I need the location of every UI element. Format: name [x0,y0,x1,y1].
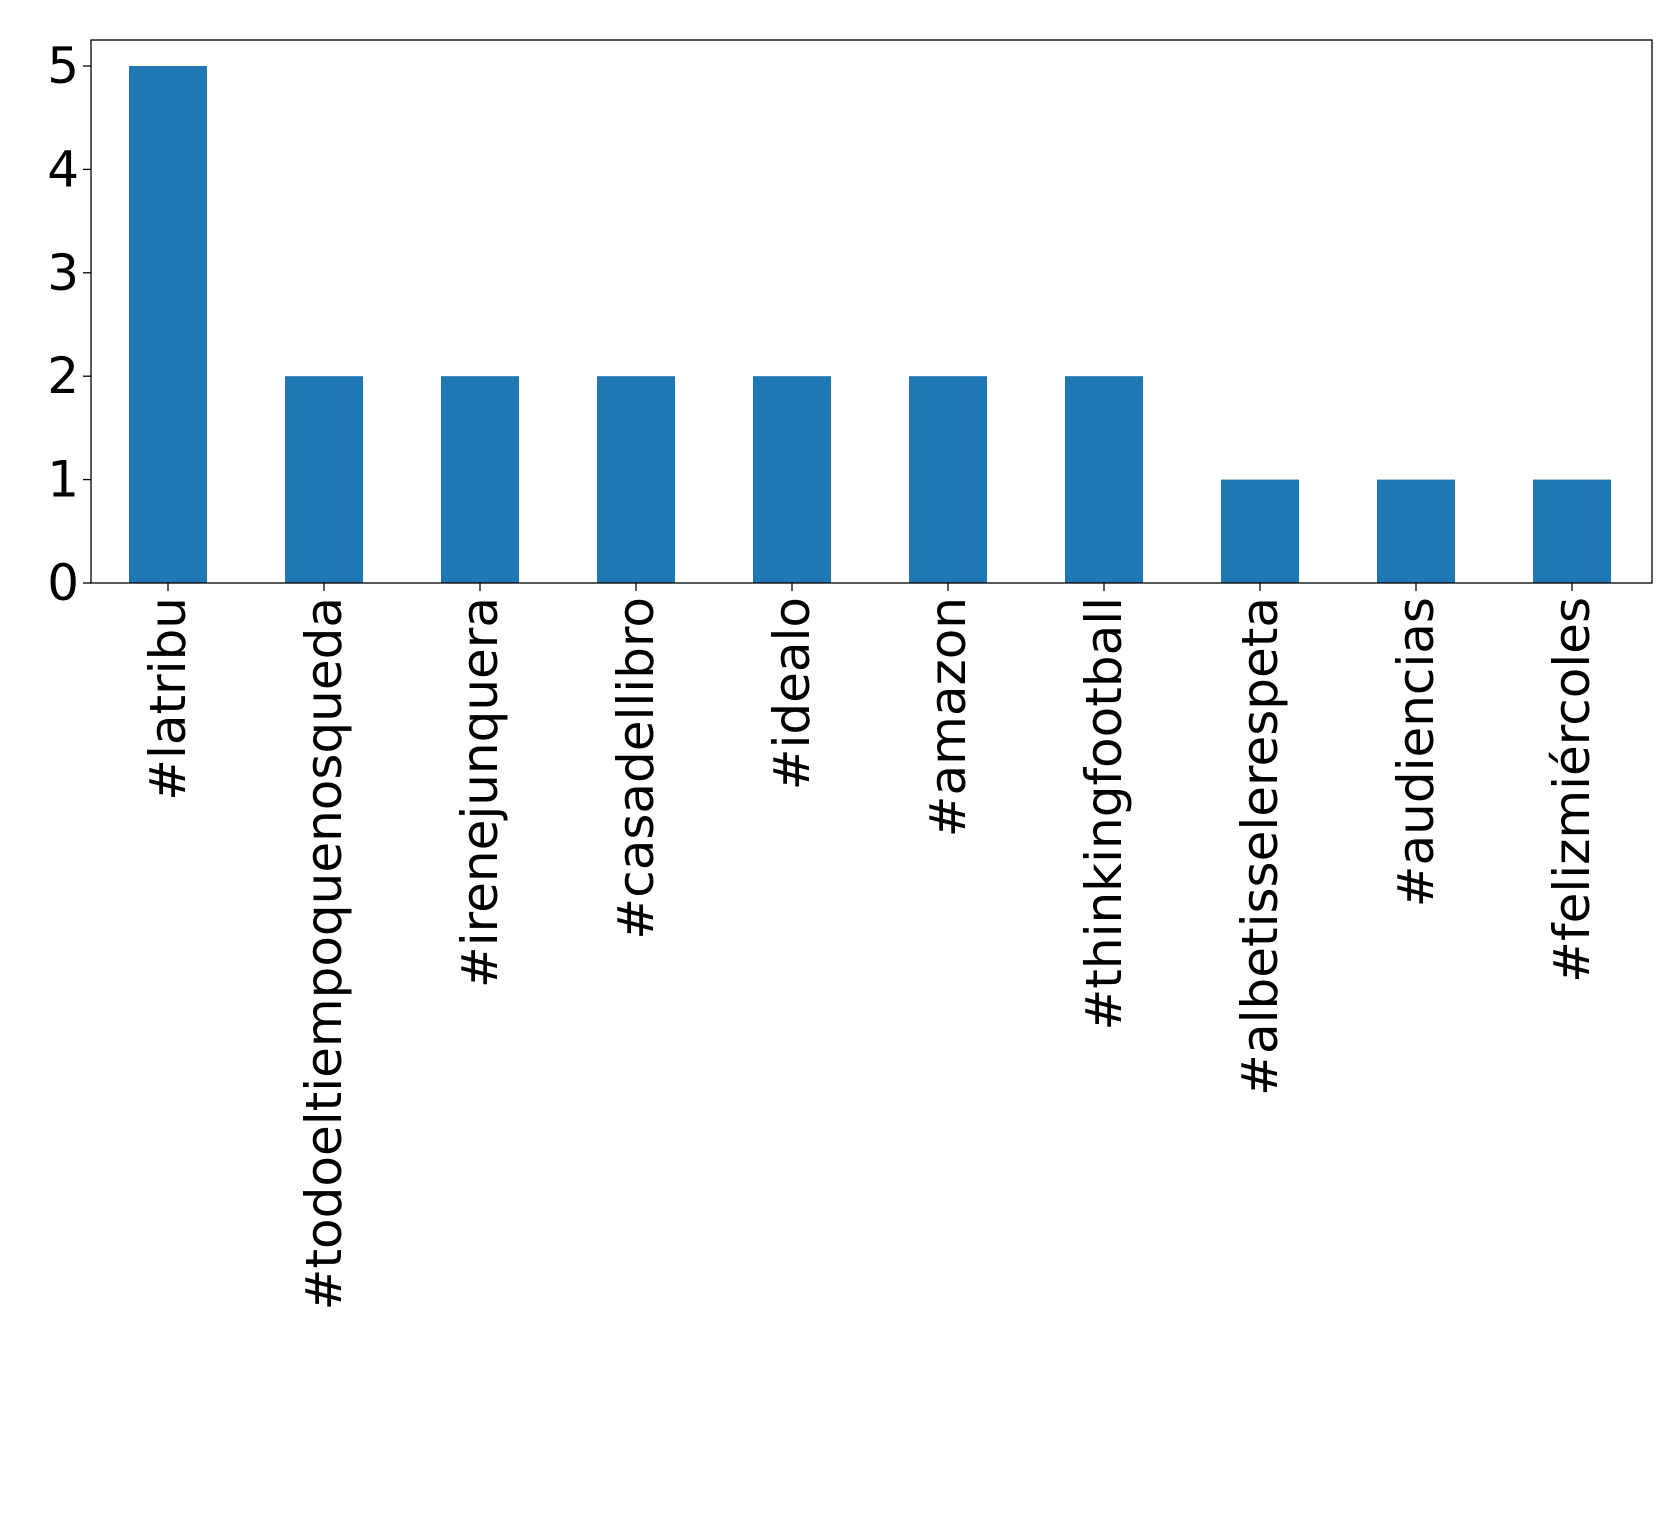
x-tick-label-1: #todoeltiempoquenosqueda [295,597,353,1310]
y-tick-label-5: 5 [47,37,79,95]
x-tick-label-5: #amazon [919,597,977,837]
plot-area-frame [90,39,1653,584]
y-tick-label-2: 2 [47,347,79,405]
bar-6 [1065,376,1143,583]
x-tick-label-2: #irenejunquera [451,597,509,988]
x-tick-label-7: #albetisselerespeta [1231,597,1289,1096]
bar-8 [1377,479,1455,583]
bar-4 [753,376,831,583]
y-tick-label-0: 0 [47,554,79,612]
bar-0 [129,66,207,583]
bar-3 [597,376,675,583]
x-tick-label-0: #latribu [139,597,197,801]
y-axis: 0 1 2 3 4 5 [47,37,91,612]
x-tick-label-6: #thinkingfootball [1075,597,1133,1031]
x-axis: #latribu #todoeltiempoquenosqueda #ireneju… [139,583,1601,1310]
y-tick-label-3: 3 [47,244,79,302]
bar-7 [1221,479,1299,583]
bar-2 [441,376,519,583]
bar-1 [285,376,363,583]
y-tick-label-4: 4 [47,140,79,198]
bar-5 [909,376,987,583]
bar-9 [1533,479,1611,583]
bars [129,66,1611,583]
x-tick-label-3: #casadellibro [607,597,665,940]
x-tick-label-9: #felizmiércoles [1543,597,1601,983]
x-tick-label-4: #idealo [763,597,821,790]
y-tick-label-1: 1 [47,451,79,509]
x-tick-label-8: #audiencias [1387,597,1445,907]
